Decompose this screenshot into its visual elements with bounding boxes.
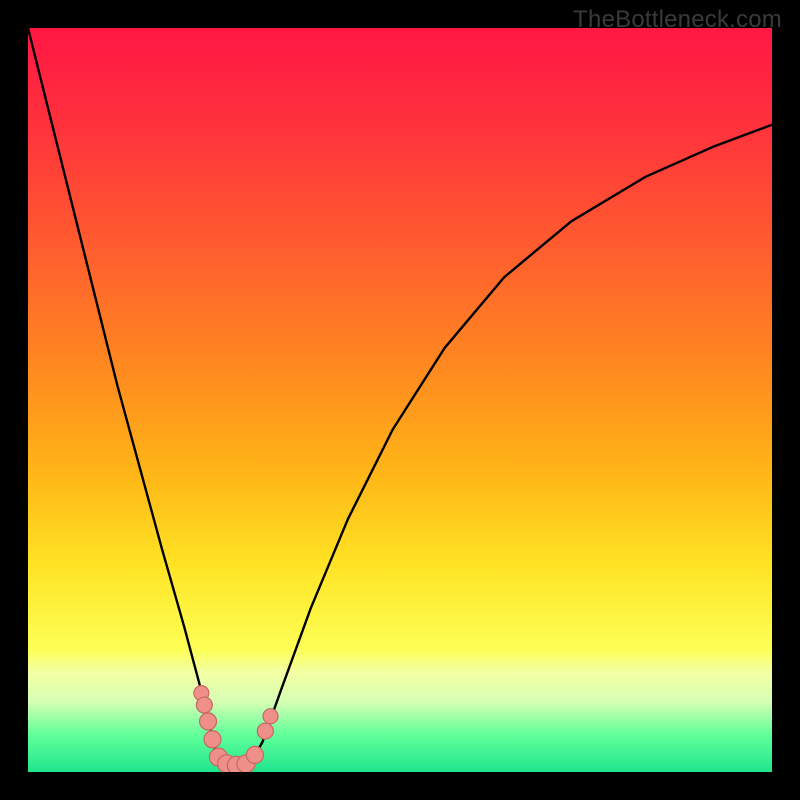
marker-dot [263, 709, 278, 724]
marker-dot [246, 746, 263, 763]
marker-dot [204, 731, 221, 748]
plot-area [28, 28, 772, 772]
chart-frame: TheBottleneck.com [0, 0, 800, 800]
plot-svg [28, 28, 772, 772]
marker-dot [200, 713, 217, 730]
gradient-background [28, 28, 772, 772]
marker-dot [257, 723, 273, 739]
marker-dot [196, 697, 212, 713]
